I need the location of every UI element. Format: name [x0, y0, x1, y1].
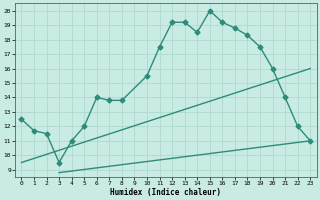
X-axis label: Humidex (Indice chaleur): Humidex (Indice chaleur): [110, 188, 221, 197]
